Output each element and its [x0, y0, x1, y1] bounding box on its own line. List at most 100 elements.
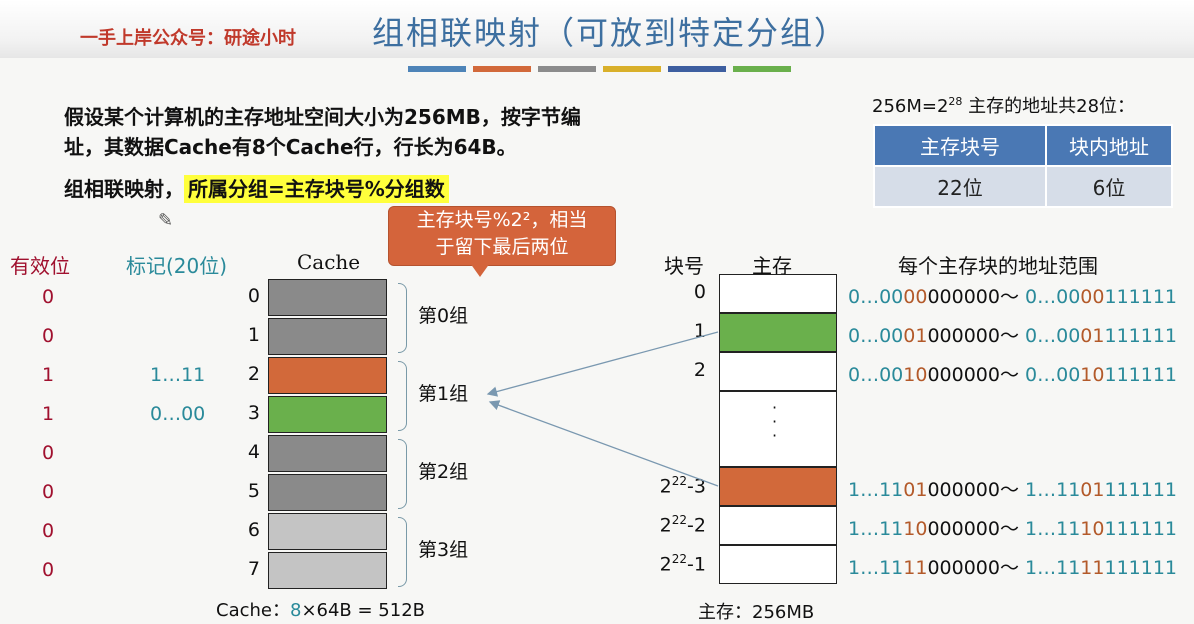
valid-bit-value: 0 — [41, 442, 55, 464]
mapping-prefix: 组相联映射， — [64, 177, 184, 201]
tag-value: 0…00 — [150, 403, 206, 425]
block-number-bits: 22位 — [873, 165, 1047, 208]
address-range: 0…0001000000～ 0…0001111111 — [848, 321, 1177, 348]
cache-footer-calc: ×64B = 512B — [301, 600, 426, 621]
cache-line-number: 5 — [247, 480, 260, 502]
address-range-segment: 111111 — [1104, 325, 1178, 347]
block-number-base: 0 — [693, 281, 706, 303]
color-bar-segment — [668, 66, 726, 72]
memory-block — [719, 545, 837, 584]
address-range: 1…1110000000～ 1…1110111111 — [848, 514, 1177, 541]
block-number-base: 2 — [659, 514, 672, 537]
title-band — [0, 0, 1194, 58]
valid-bit-value: 0 — [41, 325, 55, 347]
slide-title: 组相联映射（可放到特定分组） — [372, 14, 849, 52]
address-range-segment: 10 — [1080, 518, 1105, 540]
block-offset-bits: 6位 — [1045, 165, 1173, 208]
address-range-segment: 000000～ — [927, 557, 1026, 579]
cache-line-number: 6 — [247, 519, 260, 541]
cache-line — [268, 435, 387, 472]
pencil-icon: ✎ — [158, 210, 174, 231]
cache-header: Cache — [297, 250, 361, 274]
address-range-segment: 00 — [1080, 286, 1105, 308]
address-range-segment: 0…00 — [848, 325, 904, 347]
cache-line — [268, 279, 387, 316]
valid-bit-value: 0 — [41, 481, 55, 503]
valid-bit-value: 0 — [41, 520, 55, 542]
mapping-formula-highlight: 所属分组=主存块号%分组数 — [184, 175, 449, 203]
cache-line — [268, 552, 387, 589]
cache-size-footer: Cache：8×64B = 512B — [216, 596, 425, 622]
arrow-block1-to-group1 — [486, 331, 719, 397]
memory-block — [719, 274, 837, 313]
block-number: 0 — [640, 281, 706, 303]
group-label: 第2组 — [418, 461, 469, 483]
address-range-segment: 111111 — [1104, 479, 1178, 501]
address-width-title: 256M=228 主存的地址共28位： — [872, 92, 1135, 118]
address-range-segment: 1…11 — [1025, 479, 1081, 501]
address-range-segment: 000000～ — [927, 518, 1026, 540]
memory-block — [719, 506, 837, 545]
address-range-segment: 000000～ — [927, 364, 1026, 386]
address-range-segment: 10 — [1080, 364, 1105, 386]
address-range-segment: 111111 — [1104, 557, 1178, 579]
cache-line — [268, 513, 387, 550]
address-range-segment: 0…00 — [1025, 286, 1081, 308]
block-number: 222-2 — [640, 513, 706, 536]
address-range-segment: 1…11 — [1025, 557, 1081, 579]
block-offset-header: 块内地址 — [1045, 124, 1173, 167]
block-number-base: 2 — [693, 359, 706, 381]
cache-line-number: 3 — [247, 402, 260, 424]
cache-line — [268, 396, 387, 433]
valid-bit-value: 0 — [41, 559, 55, 581]
block-number: 2 — [640, 359, 706, 381]
callout-line-2: 于留下最后两位 — [435, 236, 569, 258]
memory-block — [719, 313, 837, 352]
ellipsis-dots: · · · — [772, 398, 778, 445]
address-range-segment: 01 — [903, 479, 928, 501]
address-range: 0…0000000000～ 0…0000111111 — [848, 282, 1177, 309]
brand-label: 一手上岸公众号：研途小时 — [80, 28, 296, 49]
address-range-segment: 10 — [903, 518, 928, 540]
address-range-segment: 0…00 — [1025, 325, 1081, 347]
address-range: 1…1101000000～ 1…1101111111 — [848, 475, 1177, 502]
problem-line-1: 假设某个计算机的主存地址空间大小为256MB，按字节编 — [64, 105, 581, 129]
address-range-segment: 01 — [1080, 479, 1105, 501]
block-number-base: 2 — [659, 475, 672, 498]
cache-footer-count: 8 — [289, 600, 302, 621]
address-range-segment: 0…00 — [848, 364, 904, 386]
memory-block — [719, 391, 837, 467]
cache-line — [268, 318, 387, 355]
address-range-segment: 01 — [1080, 325, 1105, 347]
color-bar-segment — [538, 66, 596, 72]
color-bar-segment — [473, 66, 531, 72]
color-bar-segment — [603, 66, 661, 72]
address-range-segment: 00 — [903, 286, 928, 308]
problem-statement: 假设某个计算机的主存地址空间大小为256MB，按字节编 址，其数据Cache有8… — [64, 102, 664, 162]
address-range-segment: 1…11 — [848, 479, 904, 501]
address-title-text: 主存的地址共28位： — [962, 96, 1136, 117]
block-number-suffix: -2 — [687, 514, 706, 537]
cache-line — [268, 357, 387, 394]
memory-size-footer: 主存：256MB — [698, 602, 815, 623]
valid-bit-header: 有效位 — [10, 254, 70, 278]
problem-line-2: 址，其数据Cache有8个Cache行，行长为64B。 — [64, 135, 517, 159]
cache-line-number: 0 — [247, 285, 260, 307]
group-label: 第1组 — [418, 383, 469, 405]
memory-block — [719, 467, 837, 506]
valid-bit-value: 0 — [41, 286, 55, 308]
address-range-segment: 111111 — [1104, 364, 1178, 386]
tag-value: 1…11 — [150, 364, 206, 386]
block-number-base: 2 — [659, 553, 672, 576]
cache-line-number: 1 — [247, 324, 260, 346]
block-number: 222-3 — [640, 474, 706, 497]
block-number-header: 主存块号 — [873, 124, 1047, 167]
address-range-segment: 01 — [903, 325, 928, 347]
group-label: 第0组 — [418, 305, 469, 327]
callout-box: 主存块号%2²，相当 于留下最后两位 — [388, 206, 616, 266]
address-range-segment: 0…00 — [1025, 364, 1081, 386]
address-range: 0…0010000000～ 0…0010111111 — [848, 360, 1177, 387]
arrow-block2-22-3-to-group1 — [488, 400, 719, 487]
address-title-base: 256M=2 — [872, 96, 949, 117]
address-range-segment: 1…11 — [848, 557, 904, 579]
